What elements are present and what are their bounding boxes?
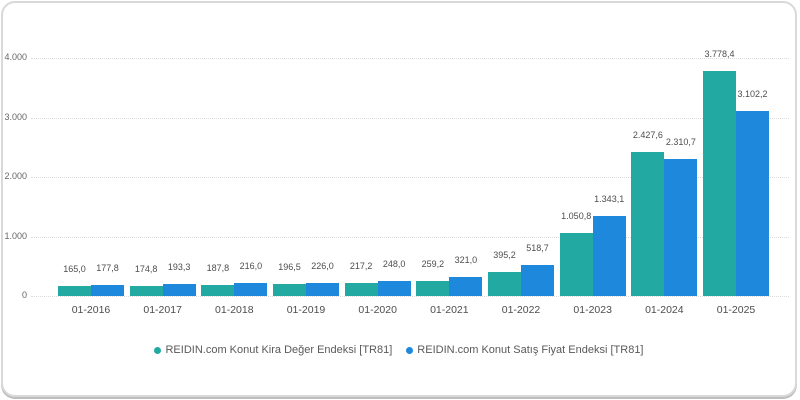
bar-kira[interactable] bbox=[58, 286, 91, 296]
bar-value-label: 1.343,1 bbox=[594, 194, 625, 205]
plot-area: 0 1.000 2.000 3.000 4.000 165,0 177,8 01-2016 17… bbox=[3, 3, 795, 395]
bar-value-label: 177,8 bbox=[96, 263, 119, 274]
bar-value-label: 196,5 bbox=[278, 262, 301, 273]
bar-kira[interactable] bbox=[273, 284, 306, 296]
bar-value-label: 321,0 bbox=[454, 254, 478, 265]
bar-kira[interactable] bbox=[344, 283, 378, 296]
bar-satis[interactable] bbox=[521, 265, 555, 296]
y-axis-tick-label: 2.000 bbox=[4, 171, 27, 181]
y-axis-tick-label: 1.000 bbox=[4, 230, 27, 241]
legend-dot-icon bbox=[154, 346, 162, 354]
bar-value-label: 1.050,8 bbox=[561, 211, 592, 222]
x-axis-tick-label: 01-2021 bbox=[430, 304, 469, 316]
bar-value-label: 2.310,7 bbox=[665, 136, 696, 147]
gridline bbox=[31, 58, 789, 59]
x-axis-tick-label: 01-2024 bbox=[645, 304, 684, 316]
gridline bbox=[31, 236, 789, 238]
bar-value-label: 165,0 bbox=[63, 264, 86, 275]
bar-value-label: 259,2 bbox=[421, 258, 445, 269]
bar-kira[interactable] bbox=[559, 233, 593, 296]
bar-value-label: 2.427,6 bbox=[632, 129, 663, 140]
bar-value-label: 193,3 bbox=[167, 262, 191, 273]
legend-item-kira[interactable]: REIDIN.com Konut Kira Değer Endeksi [TR8… bbox=[154, 344, 392, 356]
bar-value-label: 216,0 bbox=[239, 261, 263, 272]
x-axis-tick-label: 01-2017 bbox=[143, 304, 182, 316]
bar-satis[interactable] bbox=[664, 158, 698, 296]
x-axis-tick-label: 01-2023 bbox=[573, 304, 612, 316]
bar-value-label: 3.778,4 bbox=[704, 49, 735, 60]
bar-satis[interactable] bbox=[736, 111, 770, 296]
bar-kira[interactable] bbox=[129, 285, 163, 296]
bar-value-label: 226,0 bbox=[311, 260, 334, 271]
bar-value-label: 174,8 bbox=[134, 263, 158, 274]
gridline bbox=[31, 117, 789, 119]
bar-satis[interactable] bbox=[91, 285, 124, 296]
bar-satis[interactable] bbox=[234, 283, 268, 296]
x-axis-tick-label: 01-2019 bbox=[286, 304, 326, 316]
bar-kira[interactable] bbox=[416, 280, 450, 296]
bar-satis[interactable] bbox=[377, 281, 411, 296]
x-axis-tick-label: 01-2018 bbox=[215, 304, 254, 316]
legend-item-satis[interactable]: REIDIN.com Konut Satış Fiyat Endeksi [TR… bbox=[406, 344, 644, 356]
gridline bbox=[31, 296, 789, 297]
bar-value-label: 248,0 bbox=[382, 259, 406, 270]
x-axis-tick-label: 01-2025 bbox=[716, 304, 756, 316]
bar-value-label: 518,7 bbox=[526, 243, 549, 254]
y-axis-tick-label: 3.000 bbox=[4, 111, 27, 122]
bar-kira[interactable] bbox=[488, 272, 522, 296]
x-axis-tick-label: 01-2016 bbox=[71, 304, 111, 316]
bar-satis[interactable] bbox=[449, 276, 483, 296]
bar-kira[interactable] bbox=[631, 151, 665, 296]
bar-satis[interactable] bbox=[162, 284, 196, 296]
bar-value-label: 217,2 bbox=[349, 261, 373, 272]
y-axis-tick-label: 4.000 bbox=[4, 52, 27, 62]
legend-label: REIDIN.com Konut Satış Fiyat Endeksi [TR… bbox=[417, 344, 644, 356]
bar-kira[interactable] bbox=[703, 71, 737, 296]
legend-label: REIDIN.com Konut Kira Değer Endeksi [TR8… bbox=[165, 344, 393, 356]
bar-value-label: 395,2 bbox=[493, 250, 516, 261]
x-axis-tick-label: 01-2020 bbox=[358, 304, 397, 316]
bar-value-label: 187,8 bbox=[206, 262, 230, 273]
legend: REIDIN.com Konut Kira Değer Endeksi [TR8… bbox=[3, 344, 795, 356]
bar-kira[interactable] bbox=[201, 284, 235, 296]
x-axis-tick-label: 01-2022 bbox=[501, 304, 541, 316]
gridline bbox=[31, 177, 789, 178]
bar-value-label: 3.102,2 bbox=[737, 89, 768, 100]
bar-satis[interactable] bbox=[306, 282, 339, 296]
legend-dot-icon bbox=[406, 346, 414, 354]
y-axis-tick-label: 0 bbox=[21, 290, 27, 300]
bar-satis[interactable] bbox=[592, 216, 626, 296]
